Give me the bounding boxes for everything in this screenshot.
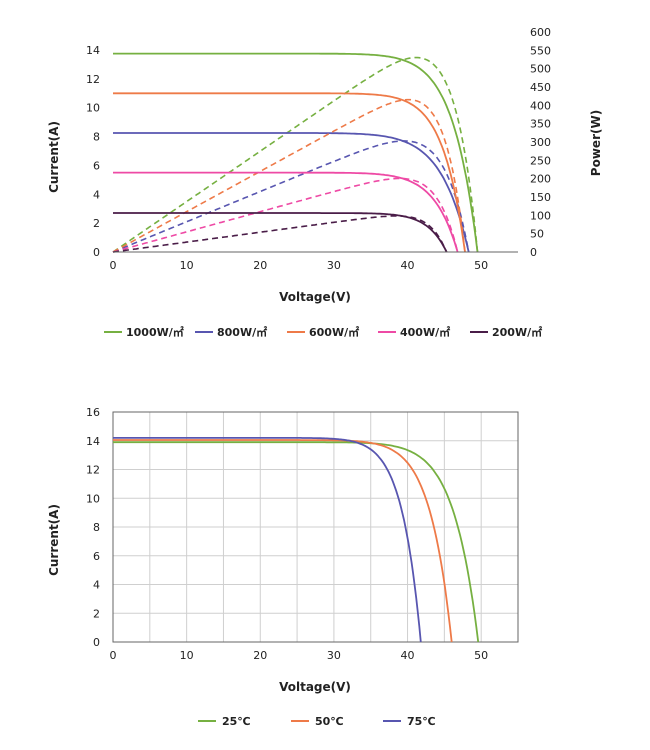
chart2-legend: 25℃ 50℃ 75℃	[198, 715, 436, 728]
chart1-y2-tick-label: 550	[530, 44, 551, 57]
power-curve	[112, 56, 479, 253]
legend-item: 800W/㎡	[195, 325, 267, 339]
current-curve	[113, 92, 466, 253]
power-curve	[112, 215, 448, 253]
chart2-x-tick-label: 50	[474, 649, 488, 662]
legend-label: 1000W/㎡	[126, 325, 184, 339]
chart2-x-tick-label: 0	[110, 649, 117, 662]
chart2-y-axis-label: Current(A)	[47, 504, 61, 576]
legend-label: 75℃	[407, 715, 436, 728]
chart1-y-tick-label: 0	[93, 246, 100, 259]
chart1-y-tick-label: 6	[93, 159, 100, 172]
legend-label: 50℃	[315, 715, 344, 728]
chart2-y-tick-label: 12	[86, 464, 100, 477]
chart1-y-tick-labels: 0 2 4 6 8 10 12 14	[86, 44, 100, 259]
chart2-x-tick-labels: 0 10 20 30 40 50	[110, 649, 489, 662]
chart1-y2-axis-label: Power(W)	[589, 110, 603, 176]
legend-label: 600W/㎡	[309, 325, 359, 339]
chart1-y2-tick-label: 150	[530, 191, 551, 204]
legend-item: 200W/㎡	[470, 325, 542, 339]
chart2-y-tick-label: 0	[93, 636, 100, 649]
chart1-y-tick-label: 8	[93, 131, 100, 144]
chart1-y2-tick-label: 350	[530, 118, 551, 131]
current-curve	[113, 212, 448, 253]
power-curve	[112, 140, 470, 253]
legend-label: 200W/㎡	[492, 325, 542, 339]
chart2-x-axis-label: Voltage(V)	[279, 680, 351, 694]
chart1-y2-tick-label: 0	[530, 246, 537, 259]
chart1-x-tick-label: 20	[253, 259, 267, 272]
chart1-x-tick-label: 10	[180, 259, 194, 272]
chart2-frame	[112, 411, 519, 643]
chart2-x-tick-label: 30	[327, 649, 341, 662]
power-curve	[112, 177, 459, 253]
chart1-y-tick-label: 14	[86, 44, 100, 57]
chart1-y2-tick-label: 400	[530, 99, 551, 112]
legend-item: 50℃	[291, 715, 344, 728]
chart1-y2-tick-label: 500	[530, 63, 551, 76]
chart2-y-tick-label: 14	[86, 435, 100, 448]
chart1-y2-tick-label: 200	[530, 173, 551, 186]
power-curve	[112, 98, 466, 253]
legend-item: 400W/㎡	[378, 325, 450, 339]
chart2-x-tick-label: 10	[180, 649, 194, 662]
chart1-x-tick-label: 0	[110, 259, 117, 272]
chart1-y2-tick-label: 600	[530, 26, 551, 39]
chart1-x-axis-label: Voltage(V)	[279, 290, 351, 304]
chart1-y-tick-label: 12	[86, 73, 100, 86]
legend-item: 25℃	[198, 715, 251, 728]
chart1-y2-tick-label: 450	[530, 81, 551, 94]
chart1-y-tick-label: 2	[93, 217, 100, 230]
chart2-x-tick-label: 20	[253, 649, 267, 662]
chart1-y-tick-label: 10	[86, 102, 100, 115]
chart1-y2-tick-label: 100	[530, 209, 551, 222]
chart2-x-tick-label: 40	[401, 649, 415, 662]
irradiance-iv-chart: 0 10 20 30 40 50 0 2 4 6 8 10 12 14 0 50 100 150 200 250 3…	[47, 26, 603, 339]
chart1-legend: 1000W/㎡ 800W/㎡ 600W/㎡ 400W/㎡ 200W/㎡	[104, 325, 542, 339]
temperature-iv-chart: 0 10 20 30 40 50 0 2 4 6 8 10 12 14 16 Voltage(V) Cur…	[47, 406, 519, 728]
chart1-x-tick-label: 30	[327, 259, 341, 272]
chart2-y-tick-label: 16	[86, 406, 100, 419]
chart1-y2-tick-label: 250	[530, 154, 551, 167]
legend-label: 400W/㎡	[400, 325, 450, 339]
chart2-y-tick-label: 4	[93, 579, 100, 592]
chart1-y2-tick-labels: 0 50 100 150 200 250 300 350 400 450 500 550 600	[530, 26, 551, 259]
chart2-y-tick-label: 10	[86, 492, 100, 505]
chart1-x-tick-label: 50	[474, 259, 488, 272]
chart1-curves	[112, 52, 479, 253]
legend-label: 800W/㎡	[217, 325, 267, 339]
current-curve	[113, 436, 422, 643]
legend-item: 600W/㎡	[287, 325, 359, 339]
chart1-x-tick-labels: 0 10 20 30 40 50	[110, 259, 489, 272]
current-curve	[113, 441, 480, 643]
chart2-y-tick-label: 6	[93, 550, 100, 563]
current-curve	[113, 171, 459, 253]
chart1-y2-tick-label: 300	[530, 136, 551, 149]
current-curve	[113, 52, 479, 253]
chart2-y-tick-label: 8	[93, 521, 100, 534]
chart2-y-tick-label: 2	[93, 607, 100, 620]
current-curve	[113, 439, 453, 643]
chart1-x-tick-label: 40	[401, 259, 415, 272]
chart1-y2-tick-label: 50	[530, 228, 544, 241]
chart2-curves	[113, 436, 480, 643]
legend-label: 25℃	[222, 715, 251, 728]
legend-item: 75℃	[383, 715, 436, 728]
chart1-y-tick-label: 4	[93, 188, 100, 201]
legend-item: 1000W/㎡	[104, 325, 184, 339]
chart1-y-axis-label: Current(A)	[47, 121, 61, 193]
current-curve	[113, 132, 470, 253]
chart2-y-tick-labels: 0 2 4 6 8 10 12 14 16	[86, 406, 100, 649]
